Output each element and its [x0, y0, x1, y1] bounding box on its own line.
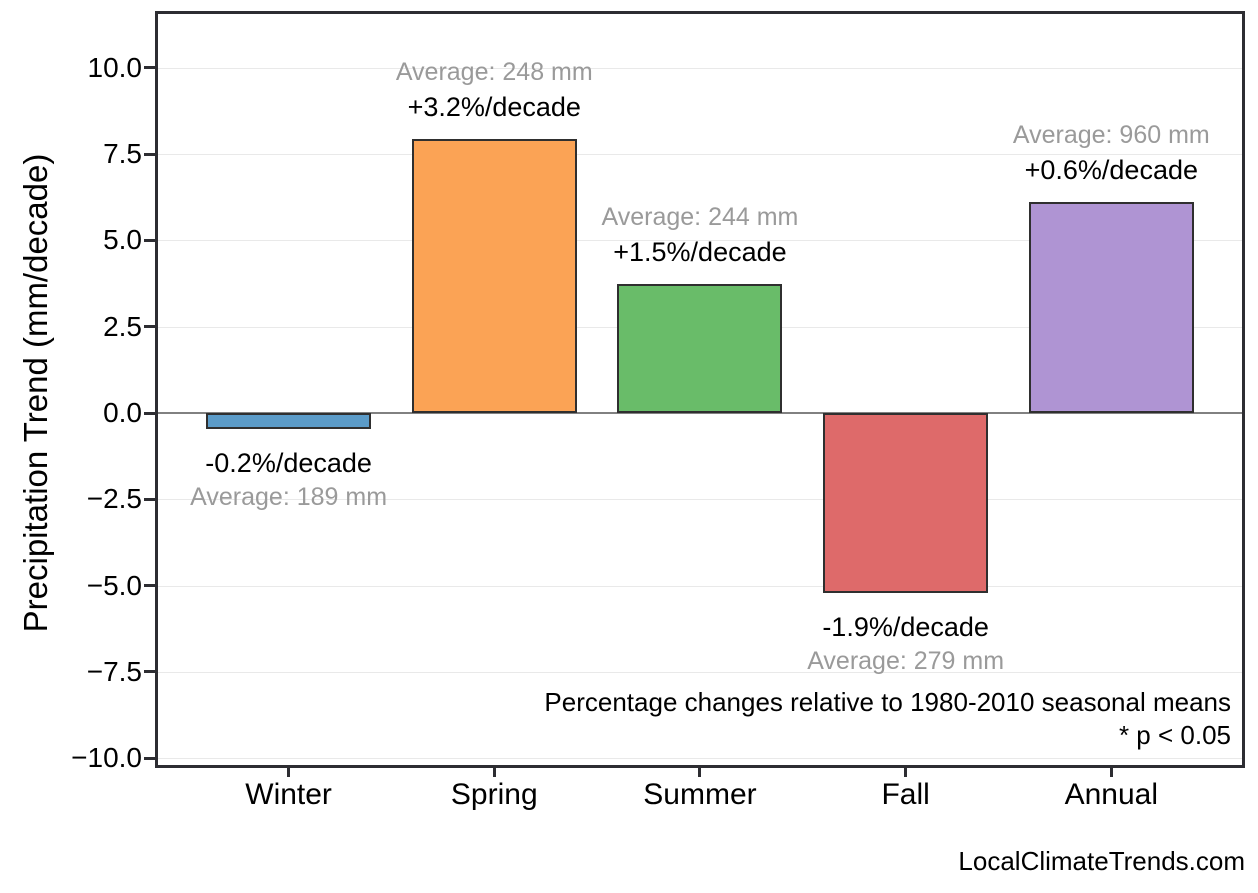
y-tick-label: −5.0 [86, 569, 142, 601]
avg-label-annual: Average: 960 mm [1012, 121, 1210, 150]
footnote: Percentage changes relative to 1980-2010… [544, 686, 1231, 752]
bar-spring [411, 138, 577, 413]
x-tick-mark [1109, 768, 1113, 777]
bar-winter [206, 413, 372, 429]
y-axis-label: Precipitation Trend (mm/decade) [17, 153, 54, 633]
y-tick-label: 10.0 [87, 51, 143, 83]
y-tick-label: −10.0 [71, 742, 142, 774]
gridline--7.5 [158, 671, 1242, 673]
gridline-5 [158, 240, 1242, 242]
y-tick-mark [144, 325, 155, 329]
pct-label-summer: +1.5%/decade [613, 236, 787, 267]
bar-summer [617, 283, 783, 413]
y-tick-mark [144, 756, 155, 760]
y-tick-label: 7.5 [103, 138, 142, 170]
y-tick-label: 0.0 [103, 397, 142, 428]
y-tick-label: 5.0 [103, 224, 142, 256]
y-tick-mark [144, 584, 155, 588]
x-category-label-annual: Annual [1064, 778, 1159, 811]
x-category-label-winter: Winter [245, 778, 332, 811]
y-tick-mark [144, 66, 155, 70]
x-category-label-summer: Summer [643, 778, 757, 811]
y-tick-label: 2.5 [103, 310, 142, 342]
gridline--2.5 [158, 499, 1242, 501]
avg-label-winter: Average: 189 mm [190, 482, 388, 511]
x-tick-mark [698, 768, 702, 777]
bar-annual [1028, 202, 1194, 413]
y-tick-mark [144, 497, 155, 501]
y-tick-mark [144, 238, 155, 242]
x-tick-mark [492, 768, 496, 777]
zero-line [158, 412, 1242, 414]
pct-label-spring: +3.2%/decade [407, 91, 581, 122]
x-tick-mark [287, 768, 291, 777]
y-tick-mark [144, 670, 155, 674]
gridline-10 [158, 67, 1242, 69]
gridline--10 [158, 758, 1242, 760]
y-tick-mark [144, 152, 155, 156]
avg-label-summer: Average: 244 mm [601, 202, 799, 231]
bar-fall [823, 413, 989, 593]
pct-label-fall: -1.9%/decade [822, 611, 989, 642]
x-category-label-spring: Spring [450, 778, 538, 811]
gridline--5 [158, 585, 1242, 587]
avg-label-fall: Average: 279 mm [807, 646, 1005, 675]
footnote-line-2: * p < 0.05 [1118, 720, 1231, 750]
y-tick-mark [144, 411, 155, 415]
footnote-line-1: Percentage changes relative to 1980-2010… [544, 687, 1231, 717]
gridline-7.5 [158, 154, 1242, 156]
pct-label-winter: -0.2%/decade [205, 447, 372, 478]
avg-label-spring: Average: 248 mm [395, 57, 593, 86]
x-category-label-fall: Fall [881, 778, 930, 811]
watermark: LocalClimateTrends.com [958, 846, 1245, 876]
y-tick-label: −2.5 [86, 483, 142, 515]
pct-label-annual: +0.6%/decade [1024, 155, 1198, 186]
plot-area: Percentage changes relative to 1980-2010… [155, 11, 1245, 768]
x-tick-mark [904, 768, 908, 777]
y-tick-label: −7.5 [86, 655, 142, 687]
